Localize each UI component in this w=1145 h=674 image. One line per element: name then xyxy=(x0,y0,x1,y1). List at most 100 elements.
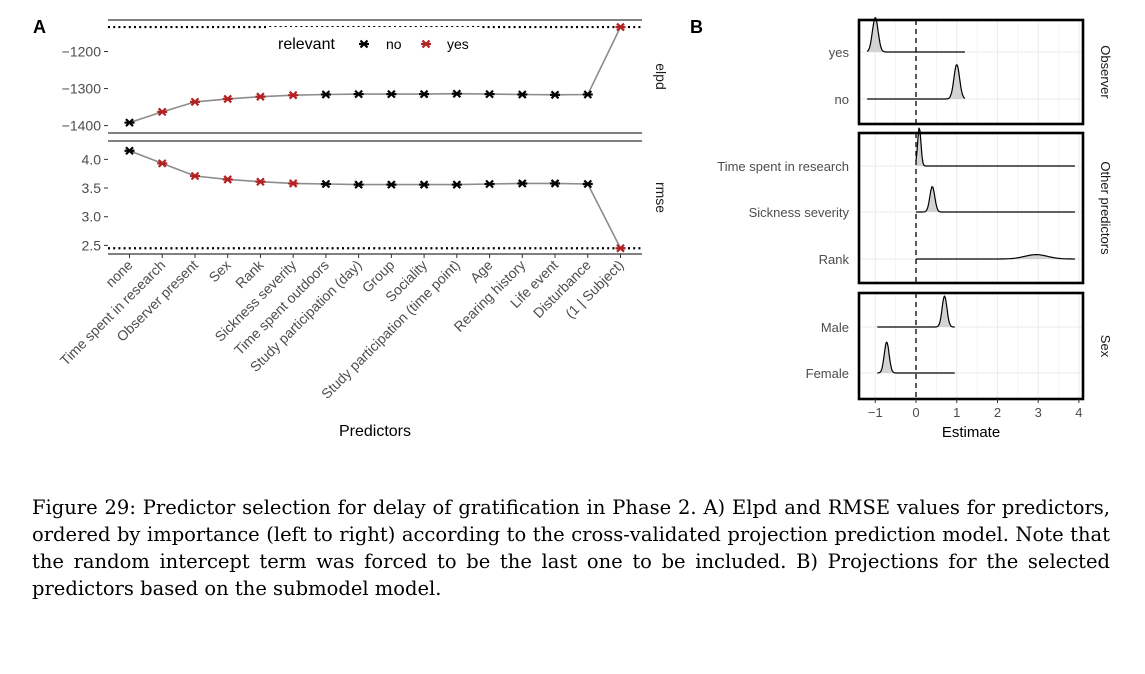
point-stroke xyxy=(550,179,560,188)
density-area xyxy=(916,254,1075,259)
row-label: Rank xyxy=(819,252,850,267)
point-stroke xyxy=(452,180,462,189)
y-tick-label: 3.5 xyxy=(82,180,102,196)
point-stroke xyxy=(288,90,298,100)
point-stroke xyxy=(485,89,494,99)
data-point xyxy=(124,118,135,127)
point-stroke xyxy=(223,175,232,184)
density-area xyxy=(867,64,965,99)
row-label: no xyxy=(835,92,849,107)
facet-strip-label: rmse xyxy=(653,182,669,213)
data-point xyxy=(419,180,430,189)
data-point xyxy=(615,22,626,32)
legend: relevant no yes xyxy=(268,27,482,59)
y-tick-label: 2.5 xyxy=(82,237,102,253)
density-line xyxy=(915,127,1075,167)
x-axis-title: Estimate xyxy=(942,424,1000,441)
data-point xyxy=(550,179,561,188)
data-point xyxy=(157,159,168,168)
row-label: Female xyxy=(806,366,849,381)
point-stroke xyxy=(518,179,527,188)
legend-label: yes xyxy=(447,36,469,52)
data-point xyxy=(517,90,528,99)
point-stroke xyxy=(421,39,431,49)
point-stroke xyxy=(583,179,593,189)
legend-key xyxy=(359,39,369,49)
x-tick-label: 2 xyxy=(994,405,1001,420)
legend-key xyxy=(421,39,431,49)
density-area xyxy=(877,342,955,373)
facet-strip-label: elpd xyxy=(653,63,669,89)
point-stroke xyxy=(157,159,167,168)
point-stroke xyxy=(190,171,200,181)
density-area xyxy=(916,186,1075,212)
y-tick-label: 4.0 xyxy=(82,151,102,167)
data-point xyxy=(288,179,299,188)
data-point xyxy=(353,180,364,189)
point-stroke xyxy=(419,89,429,99)
density-line xyxy=(916,254,1075,260)
row-label: yes xyxy=(829,45,850,60)
point-stroke xyxy=(616,243,625,253)
point-stroke xyxy=(223,94,232,104)
series-line xyxy=(129,26,622,124)
point-stroke xyxy=(387,89,396,99)
point-stroke xyxy=(452,89,462,99)
facet-border xyxy=(857,131,1085,285)
y-tick-label: −1400 xyxy=(62,118,102,134)
data-point xyxy=(288,90,299,100)
panel-b-label: B xyxy=(690,17,703,37)
point-stroke xyxy=(125,146,134,156)
data-point xyxy=(386,180,397,189)
x-axis-title: Predictors xyxy=(339,423,411,440)
facet-border xyxy=(857,18,1085,126)
data-point xyxy=(222,94,233,104)
point-stroke xyxy=(288,179,298,188)
point-stroke xyxy=(256,92,265,101)
series-line xyxy=(129,150,622,249)
data-point xyxy=(255,92,266,101)
data-point xyxy=(419,89,430,99)
legend-label: no xyxy=(386,36,402,52)
point-stroke xyxy=(125,118,134,127)
figure-caption: Figure 29: Predictor selection for delay… xyxy=(32,496,1110,600)
point-stroke xyxy=(157,107,167,117)
point-stroke xyxy=(256,177,265,187)
data-point xyxy=(320,179,331,189)
x-tick-label: 1 xyxy=(953,405,960,420)
point-stroke xyxy=(354,180,363,189)
density-line xyxy=(877,341,955,374)
point-stroke xyxy=(190,97,200,107)
density-line xyxy=(916,185,1075,213)
data-point xyxy=(386,89,397,99)
facet-strip-label: Observer xyxy=(1098,45,1113,99)
facet-strip-label: Sex xyxy=(1098,335,1113,358)
data-point xyxy=(222,175,233,184)
point-stroke xyxy=(321,179,331,189)
x-tick-label: 0 xyxy=(912,405,919,420)
projection-density-chart: yes no Observer Time spent in research Sickn… xyxy=(717,17,1113,441)
x-tick-label: 3 xyxy=(1035,405,1042,420)
x-tick-label: 4 xyxy=(1075,405,1082,420)
point-stroke xyxy=(321,90,331,99)
panel-a-label: A xyxy=(33,17,46,37)
legend-title: relevant xyxy=(278,36,335,53)
data-point xyxy=(484,89,495,99)
facet-border xyxy=(857,291,1085,401)
x-tick-label: −1 xyxy=(868,405,883,420)
data-point xyxy=(320,90,331,99)
data-point xyxy=(582,90,593,99)
point-stroke xyxy=(359,39,369,49)
point-stroke xyxy=(583,90,593,99)
y-tick-label: −1200 xyxy=(62,43,102,59)
y-tick-label: 3.0 xyxy=(82,209,102,225)
data-point xyxy=(484,179,495,189)
data-point xyxy=(517,179,528,188)
data-point xyxy=(451,89,462,99)
data-point xyxy=(550,90,561,100)
point-stroke xyxy=(518,90,527,99)
facet-strip-label: Other predictors xyxy=(1098,161,1113,255)
data-point xyxy=(189,171,200,181)
x-tick-label: Sex xyxy=(205,257,233,285)
row-label: Time spent in research xyxy=(717,159,849,174)
